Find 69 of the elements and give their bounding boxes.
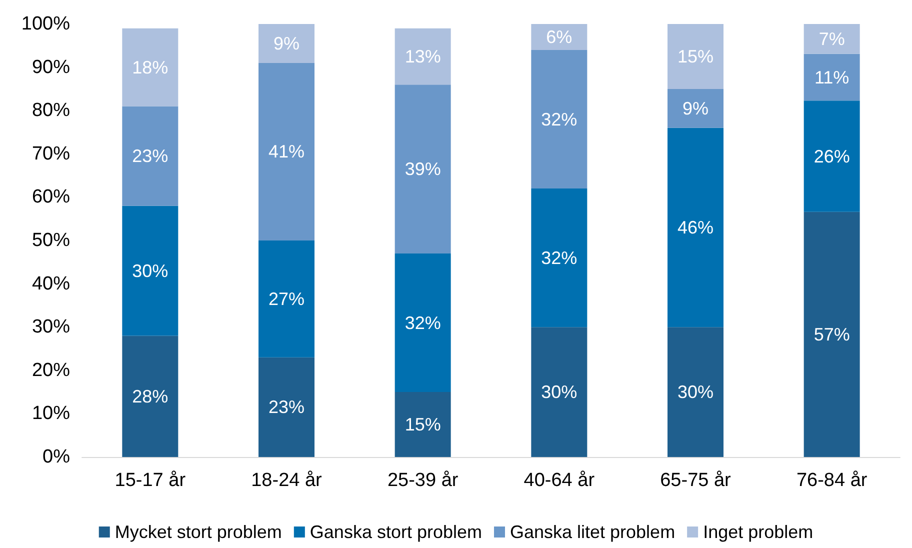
data-label: 26% <box>814 146 850 166</box>
x-tick-label: 65-75 år <box>660 470 732 491</box>
bar <box>804 212 860 457</box>
data-label: 28% <box>132 386 168 406</box>
bar <box>531 24 588 50</box>
data-label: 11% <box>814 67 850 88</box>
data-label: 15% <box>404 414 441 435</box>
bar <box>394 253 451 392</box>
data-label: 6% <box>546 26 572 47</box>
data-label: 9% <box>273 33 300 54</box>
y-tick-label: 70% <box>32 143 70 164</box>
bar <box>668 88 724 128</box>
data-label: 23% <box>268 397 305 418</box>
data-label: 41% <box>268 142 305 162</box>
bar <box>122 28 178 106</box>
bar <box>122 106 178 206</box>
legend-label: Ganska stort problem <box>310 522 482 542</box>
data-label: 27% <box>268 288 305 309</box>
x-tick-label: 15-17 år <box>114 470 186 491</box>
legend-label: Mycket stort problem <box>114 522 282 542</box>
y-tick-label: 90% <box>32 56 70 78</box>
bar <box>531 50 588 189</box>
y-tick-label: 80% <box>32 100 70 122</box>
bar <box>668 128 724 328</box>
x-tick-label: 76-84 år <box>796 470 868 491</box>
bar <box>804 54 860 101</box>
data-label: 30% <box>677 382 714 402</box>
bar <box>804 100 860 212</box>
bar <box>258 62 314 240</box>
x-tick-label: 18-24 år <box>251 470 323 491</box>
bar <box>531 327 588 457</box>
bar <box>394 84 451 254</box>
bar <box>668 24 724 89</box>
y-tick-label: 10% <box>32 403 70 424</box>
x-tick-label: 25-39 år <box>387 470 459 491</box>
y-tick-label: 40% <box>32 273 70 294</box>
data-label: 57% <box>814 324 850 344</box>
bar <box>668 327 724 457</box>
bar <box>394 28 451 85</box>
legend-label: Inget problem <box>703 522 814 542</box>
y-tick-label: 30% <box>32 316 70 338</box>
bar <box>258 240 314 358</box>
data-label: 32% <box>541 109 578 130</box>
bar <box>804 24 860 54</box>
bar <box>258 24 314 63</box>
y-tick-label: 20% <box>32 360 70 381</box>
y-tick-label: 60% <box>32 186 70 208</box>
data-label: 39% <box>404 159 441 180</box>
bar <box>122 206 178 336</box>
data-label: 30% <box>541 382 578 402</box>
y-tick-label: 50% <box>32 230 70 251</box>
data-label: 46% <box>677 218 714 238</box>
legend-label: Ganska litet problem <box>510 522 676 542</box>
data-label: 9% <box>682 98 709 118</box>
data-label: 15% <box>677 46 714 66</box>
bar <box>122 336 178 457</box>
x-tick-label: 40-64 år <box>524 470 596 491</box>
y-tick-label: 100% <box>21 14 70 34</box>
bar <box>394 392 451 457</box>
y-tick-label: 0% <box>42 446 70 468</box>
data-label: 13% <box>404 46 441 66</box>
data-label: 32% <box>404 312 441 333</box>
data-label: 32% <box>541 248 578 268</box>
data-label: 30% <box>132 260 168 281</box>
bar <box>531 188 588 328</box>
data-label: 23% <box>132 146 168 166</box>
bar <box>258 357 314 457</box>
data-label: 18% <box>132 57 168 78</box>
data-label: 7% <box>818 28 845 49</box>
